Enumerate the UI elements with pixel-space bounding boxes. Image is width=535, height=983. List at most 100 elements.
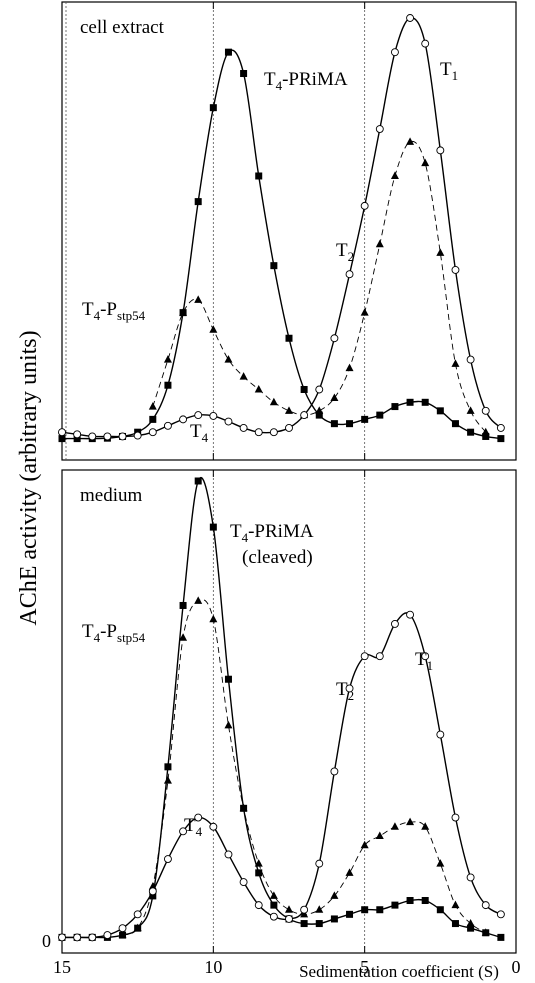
reference-lines-top bbox=[61, 2, 517, 460]
y-axis-label: AChE activity (arbitrary units) bbox=[16, 330, 42, 625]
data-point-prima-squares-bottom bbox=[330, 915, 338, 923]
annotation-t4-prima: T4-PRiMA bbox=[264, 69, 348, 93]
data-point-prima-squares-top bbox=[270, 262, 278, 270]
data-point-t1-circles-top bbox=[406, 14, 415, 22]
data-point-prima-squares-bottom bbox=[346, 910, 354, 918]
data-point-prima-squares-top bbox=[406, 398, 414, 406]
data-point-prima-squares-bottom bbox=[194, 477, 202, 485]
data-point-t1-circles-bottom bbox=[390, 619, 399, 628]
data-point-t1-circles-top bbox=[466, 355, 475, 364]
data-point-t1-circles-bottom bbox=[118, 924, 127, 933]
panel-frame-top bbox=[61, 1, 517, 461]
data-point-t1-circles-bottom bbox=[285, 915, 293, 923]
data-point-prima-squares-bottom bbox=[391, 901, 399, 909]
x-tick-label-10: 10 bbox=[204, 957, 222, 977]
data-point-prima-squares-top bbox=[224, 48, 232, 56]
data-point-pstp54-triangles-bottom bbox=[390, 822, 399, 830]
data-point-t1-circles-top bbox=[209, 412, 218, 420]
data-point-prima-squares-bottom bbox=[300, 920, 308, 928]
data-point-pstp54-triangles-bottom bbox=[239, 803, 248, 812]
data-point-t1-circles-top bbox=[285, 423, 293, 432]
data-point-pstp54-triangles-bottom bbox=[451, 900, 460, 909]
data-point-pstp54-triangles-top bbox=[148, 402, 157, 410]
data-point-t1-circles-top bbox=[73, 430, 82, 439]
data-point-t1-circles-top bbox=[436, 146, 445, 155]
data-point-t1-circles-top bbox=[103, 432, 112, 441]
annotation-t4-pstp54-bottom: T4-Pstp54 bbox=[82, 621, 146, 645]
data-point-prima-squares-top bbox=[376, 411, 384, 419]
data-point-prima-squares-top bbox=[497, 435, 505, 443]
data-point-t1-circles-bottom bbox=[194, 813, 203, 822]
data-point-prima-squares-bottom bbox=[270, 901, 278, 909]
data-point-prima-squares-top bbox=[194, 198, 202, 206]
panel-cell-extract: cell extract T4-PRiMA T1 T2 T4-Pstp54 T4 bbox=[58, 1, 517, 461]
data-point-prima-squares-top bbox=[361, 415, 369, 423]
data-point-prima-squares-bottom bbox=[467, 924, 475, 932]
data-point-prima-squares-top bbox=[73, 435, 81, 443]
data-point-pstp54-triangles-bottom bbox=[330, 891, 339, 899]
data-point-t1-circles-top bbox=[421, 39, 430, 48]
data-point-prima-squares-bottom bbox=[436, 906, 444, 914]
data-point-t1-circles-bottom bbox=[209, 822, 218, 831]
data-point-pstp54-triangles-bottom bbox=[315, 905, 324, 913]
data-point-t1-circles-bottom bbox=[466, 873, 475, 882]
data-point-t1-circles-bottom bbox=[179, 827, 188, 836]
data-point-pstp54-triangles-top bbox=[239, 372, 248, 380]
data-point-t1-circles-bottom bbox=[436, 730, 445, 739]
annotation-t4-bottom: T4 bbox=[184, 815, 203, 839]
series-line-t1-circles-bottom bbox=[62, 612, 502, 939]
data-point-t1-circles-bottom bbox=[163, 855, 172, 863]
data-point-pstp54-triangles-top bbox=[375, 239, 384, 248]
data-point-prima-squares-bottom bbox=[421, 897, 429, 905]
data-point-pstp54-triangles-top bbox=[466, 406, 475, 414]
data-point-t1-circles-top bbox=[375, 125, 384, 133]
x-tick-label-5: 5 bbox=[360, 957, 369, 977]
data-point-prima-squares-top bbox=[482, 432, 490, 440]
annotation-t1-top: T1 bbox=[440, 59, 458, 83]
data-point-pstp54-triangles-top bbox=[254, 384, 263, 393]
data-point-t1-circles-bottom bbox=[406, 610, 415, 619]
data-point-t1-circles-top bbox=[451, 265, 460, 274]
data-point-prima-squares-top bbox=[391, 403, 399, 411]
data-point-pstp54-triangles-bottom bbox=[406, 817, 415, 826]
data-point-t1-circles-bottom bbox=[254, 901, 263, 910]
data-point-t1-circles-bottom bbox=[496, 910, 505, 919]
data-point-t1-circles-bottom bbox=[103, 931, 112, 940]
data-point-pstp54-triangles-top bbox=[481, 427, 490, 436]
data-point-pstp54-triangles-bottom bbox=[194, 596, 203, 604]
panel-label-cell-extract: cell extract bbox=[80, 17, 165, 38]
x-axis: 15 10 5 0 bbox=[53, 957, 521, 977]
data-point-pstp54-triangles-bottom bbox=[254, 859, 263, 867]
data-point-t1-circles-top bbox=[330, 334, 339, 343]
data-point-t1-circles-top bbox=[496, 423, 505, 432]
series-line-pstp54-triangles-top bbox=[152, 140, 487, 433]
data-point-prima-squares-top bbox=[467, 428, 475, 436]
data-point-pstp54-triangles-bottom bbox=[118, 930, 127, 939]
annotation-t2-top: T2 bbox=[336, 240, 354, 264]
data-point-pstp54-triangles-top bbox=[406, 137, 415, 145]
data-point-t1-circles-bottom bbox=[73, 933, 82, 942]
data-point-pstp54-triangles-bottom bbox=[163, 776, 172, 784]
data-point-t1-circles-top bbox=[224, 417, 233, 426]
reference-lines-bottom bbox=[61, 470, 517, 953]
data-point-pstp54-triangles-top bbox=[163, 355, 172, 363]
data-point-prima-squares-top bbox=[330, 420, 338, 428]
data-point-pstp54-triangles-bottom bbox=[421, 822, 430, 830]
data-point-t1-circles-top bbox=[133, 431, 142, 440]
data-point-prima-squares-bottom bbox=[149, 892, 157, 900]
data-point-pstp54-triangles-top bbox=[330, 393, 339, 402]
data-point-t1-circles-bottom bbox=[375, 652, 384, 661]
data-point-t1-circles-bottom bbox=[345, 684, 354, 693]
data-point-pstp54-triangles-top bbox=[360, 308, 369, 316]
y-zero-label: 0 bbox=[42, 931, 51, 951]
data-point-prima-squares-bottom bbox=[224, 675, 232, 683]
annotation-t4-prima-cleaved: T4-PRiMA bbox=[230, 521, 314, 545]
data-point-prima-squares-bottom bbox=[179, 601, 187, 609]
data-point-t1-circles-top bbox=[179, 415, 188, 424]
data-point-pstp54-triangles-bottom bbox=[345, 868, 354, 876]
data-point-prima-squares-bottom bbox=[497, 933, 505, 941]
series-group-bottom bbox=[58, 477, 505, 942]
data-point-pstp54-triangles-bottom bbox=[436, 859, 445, 867]
data-point-t1-circles-top bbox=[239, 423, 248, 432]
data-point-t1-circles-bottom bbox=[133, 910, 142, 919]
